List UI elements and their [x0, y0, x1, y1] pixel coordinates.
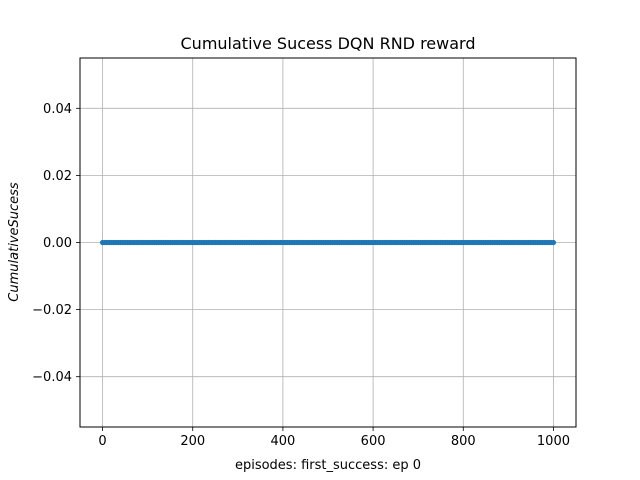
y-tick-label: 0.02: [43, 169, 72, 184]
x-tick-label: 600: [361, 434, 386, 449]
x-tick-label: 400: [270, 434, 295, 449]
x-tick-label: 0: [98, 434, 106, 449]
data-layer: [99, 239, 557, 246]
chart-title: Cumulative Sucess DQN RND reward: [181, 34, 476, 53]
y-tick-label: −0.02: [32, 303, 72, 318]
x-tick-label: 200: [180, 434, 205, 449]
data-point: [550, 239, 557, 246]
tick-layer: 0 200 400 600 800 1000 −0.04 −0.02 0.00 0.02 0.04: [32, 102, 570, 449]
y-tick-label: −0.04: [32, 370, 72, 385]
x-axis-label: episodes: first_success: ep 0: [235, 458, 421, 473]
y-tick-label: 0.04: [43, 102, 72, 117]
y-axis-label: CumulativeSucess: [7, 182, 22, 302]
x-tick-label: 800: [451, 434, 476, 449]
x-tick-label: 1000: [537, 434, 570, 449]
y-tick-label: 0.00: [43, 236, 72, 251]
